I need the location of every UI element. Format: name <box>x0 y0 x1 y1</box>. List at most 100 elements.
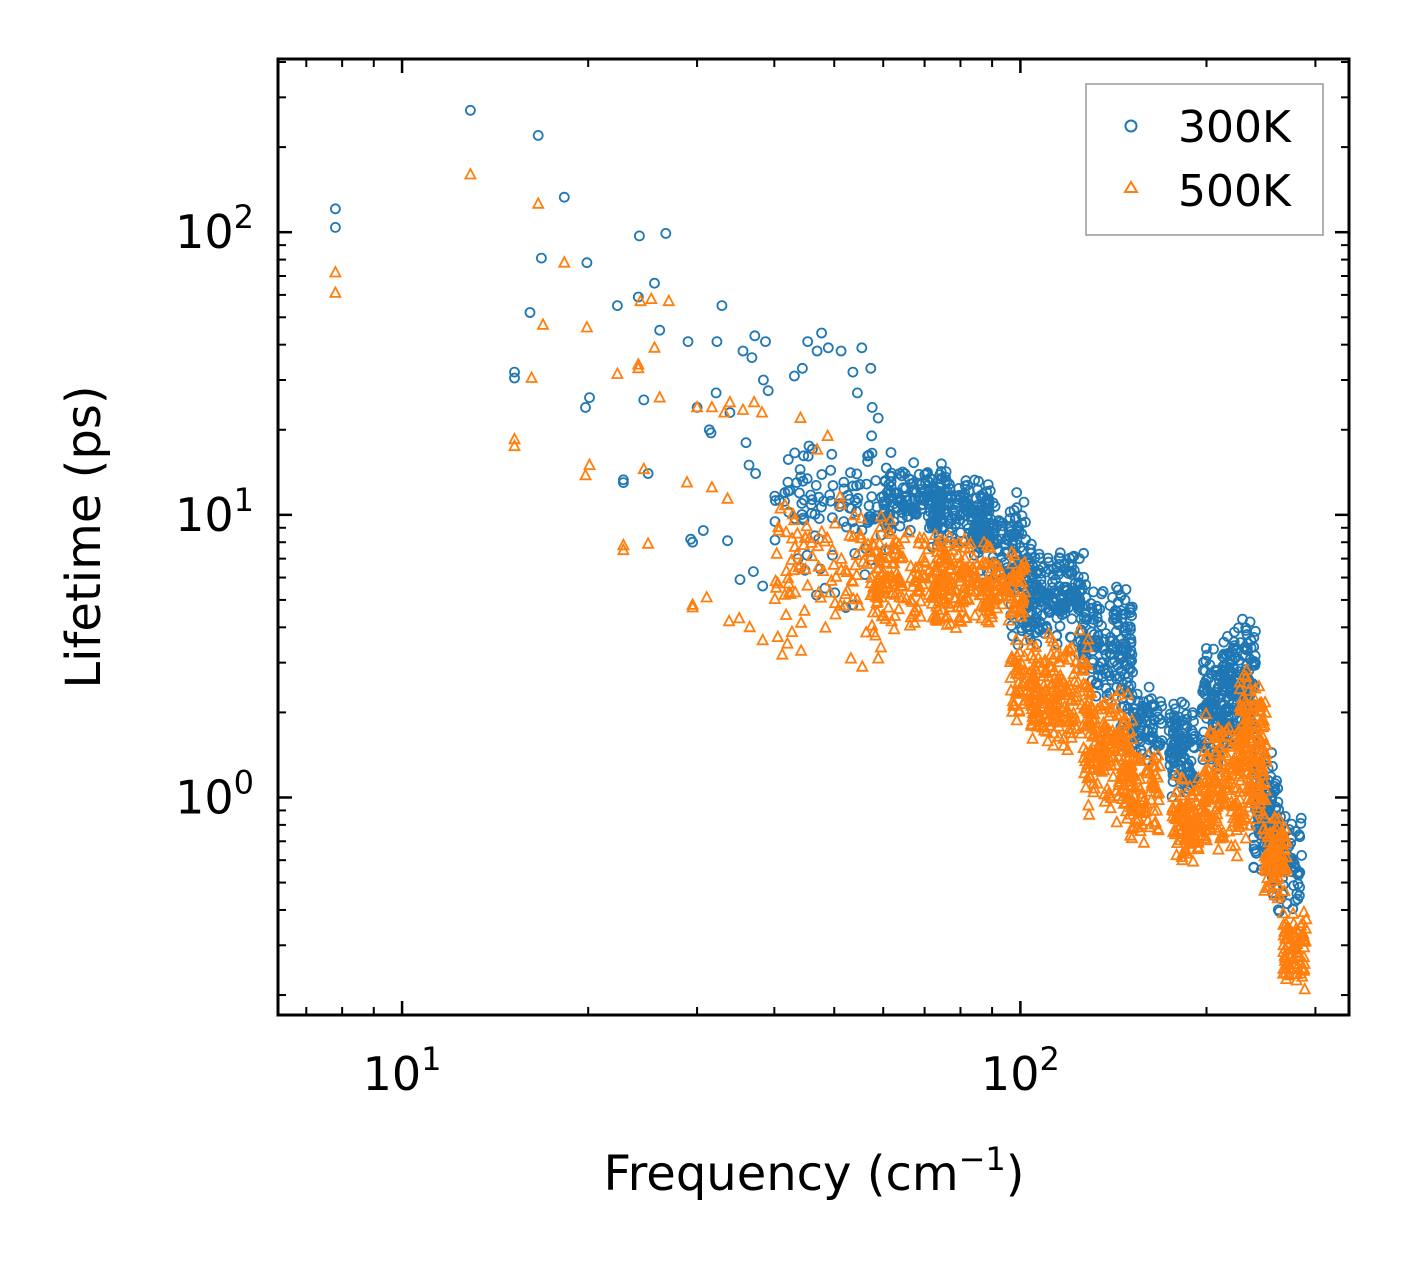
data-point-500k <box>889 534 903 547</box>
data-point-300k <box>822 342 834 354</box>
data-point-300k <box>885 481 897 493</box>
data-point-300k <box>987 497 999 509</box>
data-point-300k <box>982 479 994 491</box>
data-point-500k <box>1178 843 1192 856</box>
data-point-300k <box>1250 846 1261 857</box>
data-point-500k <box>1208 747 1222 760</box>
data-point-300k <box>1032 585 1044 597</box>
data-point-500k <box>1082 687 1096 700</box>
data-point-300k <box>981 505 993 517</box>
data-point-300k <box>1141 715 1153 726</box>
data-point-300k <box>899 468 911 480</box>
data-point-300k <box>1286 818 1297 830</box>
data-point-500k <box>536 317 550 330</box>
data-point-500k <box>705 480 719 493</box>
data-point-500k <box>1013 605 1027 618</box>
data-point-500k <box>755 405 769 418</box>
data-point-300k <box>826 448 838 460</box>
data-point-500k <box>722 613 736 627</box>
data-point-300k <box>1122 703 1134 715</box>
data-point-500k <box>508 438 521 452</box>
data-point-300k <box>649 277 660 289</box>
data-point-300k <box>797 362 808 374</box>
data-point-500k <box>644 291 658 305</box>
data-point-500k <box>1234 773 1248 786</box>
data-point-500k <box>1116 716 1130 729</box>
data-point-500k <box>989 556 1003 570</box>
data-point-500k <box>1010 684 1024 698</box>
data-point-500k <box>1047 705 1060 718</box>
data-point-500k <box>634 293 647 307</box>
data-point-500k <box>1129 751 1143 765</box>
data-point-500k <box>1042 626 1056 639</box>
data-point-500k <box>1238 740 1252 753</box>
data-point-500k <box>1236 817 1250 830</box>
data-point-500k <box>328 265 342 278</box>
data-point-500k <box>1259 751 1273 764</box>
data-point-300k <box>1031 581 1043 592</box>
data-point-300k <box>1105 648 1117 659</box>
data-point-500k <box>805 535 819 548</box>
data-point-300k <box>849 494 861 506</box>
data-point-300k <box>1163 725 1175 737</box>
data-point-300k <box>889 498 900 510</box>
data-point-300k <box>816 327 827 339</box>
data-point-500k <box>1296 915 1310 928</box>
data-point-500k <box>508 431 521 445</box>
data-point-300k <box>769 490 781 502</box>
data-point-500k <box>794 643 808 656</box>
data-point-500k <box>1013 644 1027 658</box>
data-point-500k <box>897 530 911 544</box>
data-point-500k <box>1247 725 1261 738</box>
data-point-500k <box>1181 827 1195 840</box>
data-point-500k <box>1175 852 1189 866</box>
data-point-300k <box>770 495 781 506</box>
data-point-300k <box>824 489 836 501</box>
data-point-300k <box>1005 526 1017 537</box>
data-point-300k <box>711 336 723 348</box>
data-point-500k <box>1296 929 1310 942</box>
data-point-500k <box>1041 733 1055 747</box>
data-point-500k <box>1277 883 1291 896</box>
data-point-300k <box>983 498 995 510</box>
data-point-500k <box>1217 829 1230 843</box>
data-point-300k <box>1107 635 1119 646</box>
data-point-300k <box>1171 745 1183 757</box>
data-point-300k <box>813 491 825 503</box>
data-point-500k <box>1145 775 1159 789</box>
data-point-500k <box>1015 593 1029 606</box>
data-point-300k <box>1014 542 1026 554</box>
data-point-500k <box>1102 722 1116 735</box>
data-point-300k <box>1072 578 1084 590</box>
data-point-500k <box>1211 842 1225 855</box>
data-point-500k <box>869 628 882 641</box>
data-point-300k <box>803 440 815 452</box>
data-point-500k <box>1133 802 1147 816</box>
data-point-300k <box>945 491 956 503</box>
data-point-300k <box>861 478 872 490</box>
data-point-500k <box>1291 948 1305 961</box>
data-point-500k <box>850 567 864 581</box>
data-point-500k <box>973 587 987 601</box>
data-point-500k <box>1037 699 1050 712</box>
data-point-500k <box>962 541 976 554</box>
data-point-300k <box>928 486 939 497</box>
data-point-300k <box>1289 895 1301 907</box>
data-point-300k <box>1011 525 1023 537</box>
data-point-300k <box>809 509 821 520</box>
legend-500k-marker <box>1123 180 1139 193</box>
data-point-500k <box>1082 748 1096 761</box>
data-point-500k <box>826 542 839 555</box>
data-point-500k <box>909 560 923 574</box>
data-point-500k <box>1259 737 1272 750</box>
data-point-300k <box>885 486 896 498</box>
data-point-300k <box>1245 642 1257 654</box>
data-point-500k <box>1062 721 1076 735</box>
data-point-500k <box>1050 696 1064 709</box>
data-point-300k <box>929 503 941 515</box>
data-point-500k <box>1012 567 1026 581</box>
data-point-300k <box>1100 683 1112 694</box>
data-point-500k <box>943 599 957 613</box>
data-point-500k <box>1013 602 1027 615</box>
data-point-300k <box>524 307 536 318</box>
